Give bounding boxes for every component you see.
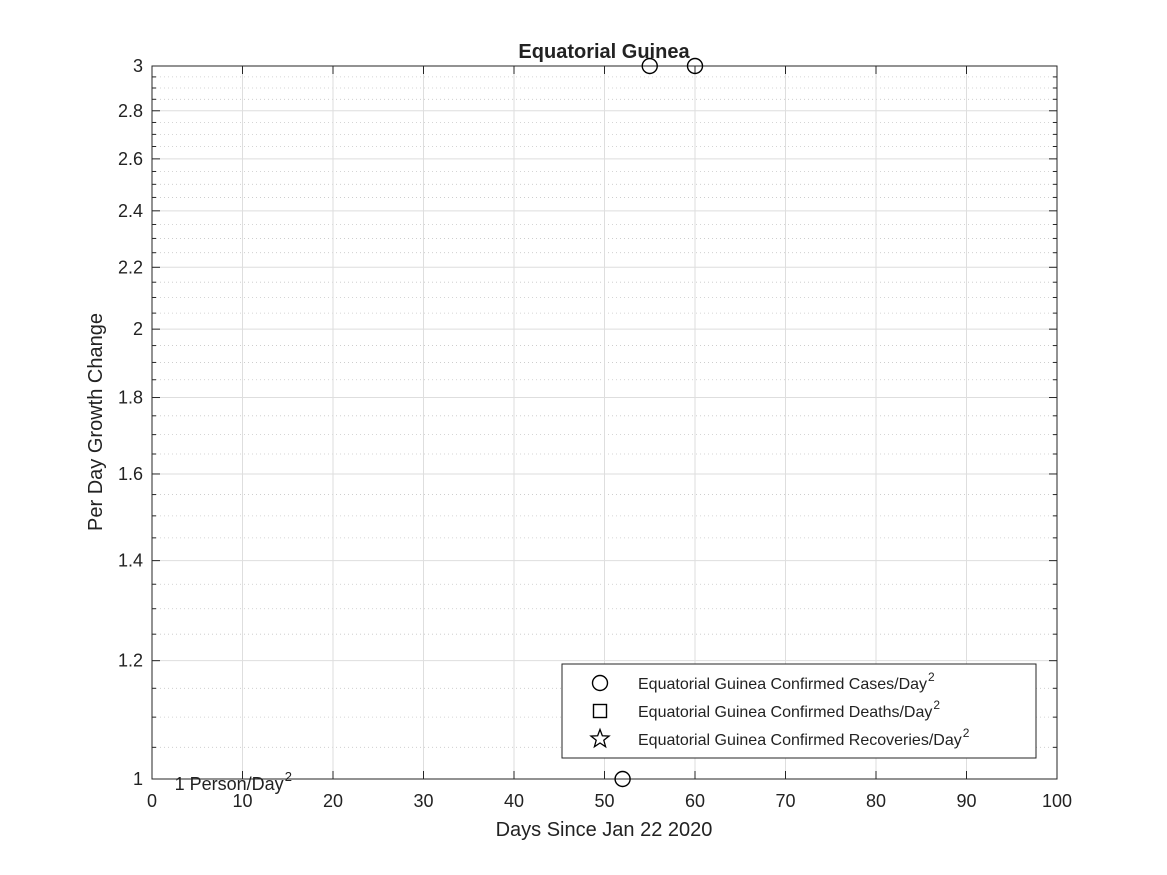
legend-marker-circle xyxy=(591,674,609,692)
legend-marker-star xyxy=(589,727,611,749)
x-tick-label: 80 xyxy=(866,791,886,811)
y-tick-label: 1.2 xyxy=(118,651,143,671)
y-tick-label: 1.8 xyxy=(118,388,143,408)
x-axis-label: Days Since Jan 22 2020 xyxy=(496,819,713,841)
x-tick-label: 90 xyxy=(956,791,976,811)
y-tick-label: 2 xyxy=(133,319,143,339)
y-tick-label: 2.2 xyxy=(118,257,143,277)
y-tick-label: 2.4 xyxy=(118,201,143,221)
x-tick-label: 100 xyxy=(1042,791,1072,811)
chart-title: Equatorial Guinea xyxy=(518,41,690,63)
y-tick-label: 1.4 xyxy=(118,551,143,571)
y-tick-label: 2.8 xyxy=(118,101,143,121)
legend-label: Equatorial Guinea Confirmed Cases/Day2 xyxy=(638,670,935,693)
x-tick-label: 30 xyxy=(413,791,433,811)
y-axis-label: Per Day Growth Change xyxy=(85,313,107,531)
y-tick-label: 3 xyxy=(133,56,143,76)
x-tick-label: 20 xyxy=(323,791,343,811)
legend: Equatorial Guinea Confirmed Cases/Day2 Eq… xyxy=(561,663,1037,759)
y-tick-label: 2.6 xyxy=(118,149,143,169)
x-tick-label: 40 xyxy=(504,791,524,811)
annotations: 1 Person/Day2 xyxy=(175,769,292,794)
x-tick-label: 0 xyxy=(147,791,157,811)
y-axis-ticks: 1 1.2 1.4 1.6 1.8 2 2.2 2.4 2.6 2.8 3 xyxy=(118,56,1057,789)
legend-box xyxy=(561,663,1037,759)
data-markers xyxy=(614,57,704,788)
data-point-circle xyxy=(641,57,658,75)
legend-label: Equatorial Guinea Confirmed Recoveries/D… xyxy=(638,726,970,749)
data-point-circle xyxy=(686,57,704,75)
y-tick-label: 1 xyxy=(133,769,143,789)
x-tick-label: 60 xyxy=(685,791,705,811)
y-tick-label: 1.6 xyxy=(118,464,143,484)
x-tick-label: 10 xyxy=(232,791,252,811)
legend-marker-square xyxy=(592,703,608,719)
x-axis-ticks: 0 10 20 30 40 50 60 70 80 90 100 xyxy=(147,66,1072,811)
annotation-text: 1 Person/Day2 xyxy=(175,769,292,794)
x-tick-label: 50 xyxy=(594,791,614,811)
x-tick-label: 70 xyxy=(775,791,795,811)
data-point-circle xyxy=(614,770,631,788)
legend-label: Equatorial Guinea Confirmed Deaths/Day2 xyxy=(638,698,940,721)
